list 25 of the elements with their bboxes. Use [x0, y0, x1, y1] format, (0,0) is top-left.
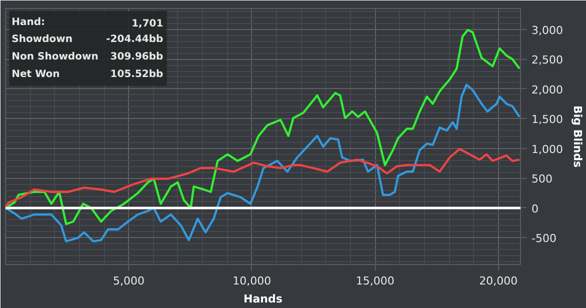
annotation: Showdown: [12, 34, 72, 46]
y-tick-label: 3,000: [532, 24, 563, 37]
x-tick-label: 15,000: [356, 274, 394, 288]
line-series: [6, 28, 520, 226]
y-tick-label: 0: [532, 202, 538, 216]
x-tick-label: 10,000: [232, 274, 272, 288]
x-tick-label: 20,000: [479, 274, 518, 288]
annotation: Hand:: [12, 16, 46, 28]
annotation: -204.44bb: [106, 34, 164, 46]
y-tick-label: -500: [532, 232, 556, 246]
x-tick-label: 5,000: [112, 274, 144, 288]
y-tick-label: 1,000: [532, 142, 563, 156]
line-series: [6, 148, 520, 210]
annotation: Non Showdown: [12, 52, 98, 63]
x-axis-title: Hands: [244, 292, 283, 306]
y-tick-label: 2,500: [532, 54, 563, 67]
annotation: 309.96bb: [110, 52, 164, 63]
y-tick-label: 1,500: [532, 113, 563, 126]
y-tick-label: 2,000: [532, 83, 563, 96]
y-tick-label: 500: [532, 172, 552, 186]
annotation: 1,701: [132, 18, 164, 30]
annotation: Net Won: [12, 69, 60, 80]
y-axis-title: Big Blinds: [570, 105, 584, 168]
line-series: [6, 84, 520, 242]
annotation: 105.52bb: [110, 69, 164, 80]
